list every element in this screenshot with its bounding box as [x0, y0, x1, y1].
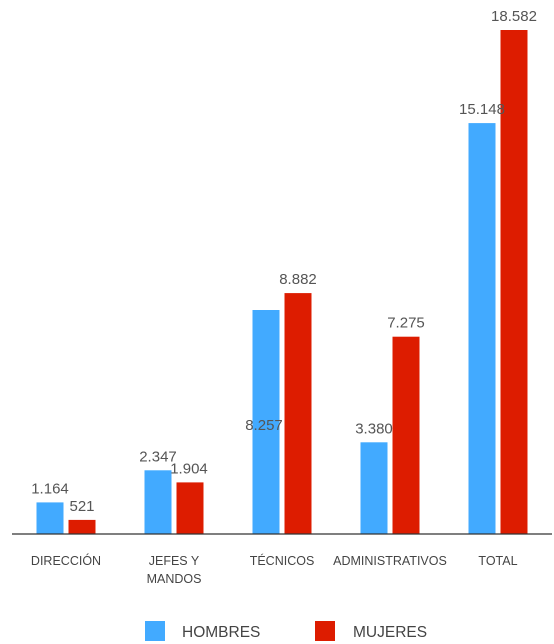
- bar-hombres-2: [252, 310, 280, 534]
- bar-hombres-0: [36, 502, 64, 534]
- bar-mujeres-4: [500, 30, 528, 534]
- legend: HOMBRES MUJERES: [145, 621, 427, 641]
- category-label-2: TÉCNICOS: [250, 553, 315, 568]
- legend-label-mujeres: MUJERES: [353, 624, 427, 641]
- bar-mujeres-3: [392, 336, 420, 534]
- data-label-mujeres-0: 521: [69, 498, 94, 515]
- category-label-4: TOTAL: [478, 554, 517, 568]
- data-label-mujeres-2: 8.882: [279, 271, 317, 288]
- bar-mujeres-0: [68, 519, 96, 534]
- data-label-mujeres-1: 1.904: [170, 460, 208, 477]
- data-label-hombres-0: 1.164: [31, 480, 69, 497]
- category-labels-group: DIRECCIÓN JEFES Y MANDOS TÉCNICOS ADMINISTRA…: [31, 553, 518, 586]
- legend-swatch-mujeres: [315, 621, 335, 641]
- category-label-3: ADMINISTRATIVOS: [333, 554, 447, 568]
- bar-hombres-4: [468, 123, 496, 534]
- data-label-hombres-3: 3.380: [355, 420, 393, 437]
- data-label-mujeres-4: 18.582: [491, 8, 537, 25]
- legend-swatch-hombres: [145, 621, 165, 641]
- data-label-hombres-4: 15.148: [459, 101, 505, 118]
- data-label-hombres-1: 2.347: [139, 448, 177, 465]
- data-label-hombres-2: 8.257: [245, 417, 283, 434]
- data-label-mujeres-3: 7.275: [387, 315, 425, 332]
- bars-group: [36, 30, 528, 534]
- bar-mujeres-2: [284, 293, 312, 534]
- category-label-1-line0: JEFES Y: [149, 554, 200, 568]
- category-label-0: DIRECCIÓN: [31, 553, 101, 568]
- bar-hombres-1: [144, 470, 172, 534]
- bar-mujeres-1: [176, 482, 204, 534]
- bar-hombres-3: [360, 442, 388, 534]
- legend-label-hombres: HOMBRES: [182, 624, 260, 641]
- category-label-1-line1: MANDOS: [147, 572, 202, 586]
